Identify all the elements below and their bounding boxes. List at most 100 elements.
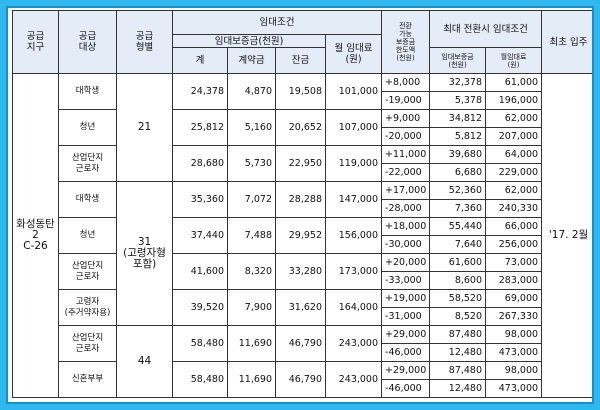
- conversion-deposit-cell: 7,640: [429, 235, 487, 254]
- conversion-limit-cell: -33,000: [381, 271, 431, 290]
- balance-cell: 33,280: [275, 253, 326, 290]
- deposit-total-cell: 58,480: [172, 325, 228, 362]
- conversion-rent-cell: 69,000: [485, 289, 543, 308]
- target-cell: 신혼부부: [58, 361, 117, 398]
- conversion-rent-cell: 62,000: [485, 181, 543, 200]
- balance-cell: 29,952: [275, 217, 326, 254]
- table-row: -31,000 8,520 267,330: [13, 307, 593, 326]
- balance-cell: 28,288: [275, 181, 326, 218]
- lease-terms-table: 공급 지구 공급 대상 공급 형별 임대조건 전환 가능 보증금 한도액 (천원…: [12, 10, 593, 398]
- down-payment-cell: 4,870: [227, 73, 276, 110]
- header-max-conversion: 최대 전환시 임대조건: [429, 10, 543, 48]
- conversion-deposit-cell: 55,440: [429, 217, 487, 236]
- conversion-limit-cell: -46,000: [381, 379, 431, 398]
- conversion-limit-cell: +29,000: [381, 325, 431, 344]
- balance-cell: 19,508: [275, 73, 326, 110]
- type-cell: 21: [116, 73, 173, 182]
- conversion-rent-cell: 98,000: [485, 361, 543, 380]
- down-payment-cell: 7,072: [227, 181, 276, 218]
- conversion-limit-cell: -31,000: [381, 307, 431, 326]
- header-down-payment: 계약금: [227, 47, 276, 74]
- conversion-deposit-cell: 58,520: [429, 289, 487, 308]
- conversion-limit-cell: -20,000: [381, 127, 431, 146]
- conversion-deposit-cell: 6,680: [429, 163, 487, 182]
- conversion-rent-cell: 240,330: [485, 199, 543, 218]
- target-cell: 고령자 (주거약자용): [58, 289, 117, 326]
- deposit-total-cell: 28,680: [172, 145, 228, 182]
- table-row: 대학생 31 (고령자형 포함) 35,360 7,072 28,288 147,000 +…: [13, 181, 593, 326]
- down-payment-cell: 11,690: [227, 361, 276, 398]
- deposit-total-cell: 24,378: [172, 73, 228, 110]
- down-payment-cell: 7,488: [227, 217, 276, 254]
- table-row: -28,000 7,360 240,330: [13, 199, 593, 218]
- table-row: 산업단지 근로자 28,680 5,730 22,950 119,000 +11,000 3…: [13, 145, 593, 182]
- table-row: -46,000 12,480 473,000: [13, 379, 593, 398]
- conversion-rent-cell: 207,000: [485, 127, 543, 146]
- deposit-total-cell: 37,440: [172, 217, 228, 254]
- table-row: 신혼부부 58,480 11,690 46,790 243,000 +29,000 87,4…: [13, 361, 593, 398]
- conversion-deposit-cell: 34,812: [429, 109, 487, 128]
- monthly-rent-cell: 107,000: [324, 109, 383, 146]
- balance-cell: 20,652: [275, 109, 326, 146]
- conversion-rent-cell: 473,000: [485, 379, 543, 398]
- down-payment-cell: 5,160: [227, 109, 276, 146]
- monthly-rent-cell: 243,000: [324, 325, 383, 362]
- conversion-deposit-cell: 12,480: [429, 379, 487, 398]
- conversion-deposit-cell: 8,520: [429, 307, 487, 326]
- balance-cell: 22,950: [275, 145, 326, 182]
- conversion-limit-cell: +20,000: [381, 253, 431, 272]
- conversion-deposit-cell: 7,360: [429, 199, 487, 218]
- table-row: 고령자 (주거약자용) 39,520 7,900 31,620 164,000 +19,0…: [13, 289, 593, 326]
- balance-cell: 46,790: [275, 325, 326, 362]
- conversion-rent-cell: 229,000: [485, 163, 543, 182]
- target-cell: 산업단지 근로자: [58, 325, 117, 362]
- table-container: 공급 지구 공급 대상 공급 형별 임대조건 전환 가능 보증금 한도액 (천원…: [6, 6, 594, 404]
- down-payment-cell: 7,900: [227, 289, 276, 326]
- conversion-deposit-cell: 39,680: [429, 145, 487, 164]
- conversion-deposit-cell: 87,480: [429, 325, 487, 344]
- conversion-rent-cell: 283,000: [485, 271, 543, 290]
- conversion-limit-cell: +17,000: [381, 181, 431, 200]
- monthly-rent-cell: 164,000: [324, 289, 383, 326]
- conversion-limit-cell: +29,000: [381, 361, 431, 380]
- header-convertible: 전환 가능 보증금 한도액 (천원): [381, 10, 431, 74]
- deposit-total-cell: 39,520: [172, 289, 228, 326]
- monthly-rent-cell: 156,000: [324, 217, 383, 254]
- down-payment-cell: 8,320: [227, 253, 276, 290]
- target-cell: 산업단지 근로자: [58, 145, 117, 182]
- table-row: -33,000 8,600 283,000: [13, 271, 593, 290]
- conversion-rent-cell: 196,000: [485, 91, 543, 110]
- conversion-deposit-cell: 8,600: [429, 271, 487, 290]
- conversion-limit-cell: +8,000: [381, 73, 431, 92]
- header-lease-terms: 임대조건: [171, 10, 383, 35]
- monthly-rent-cell: 119,000: [324, 145, 383, 182]
- deposit-total-cell: 35,360: [172, 181, 228, 218]
- conversion-deposit-cell: 12,480: [429, 343, 487, 362]
- table-row: 청년 25,812 5,160 20,652 107,000 +9,000 34,812 62…: [13, 109, 593, 146]
- conversion-deposit-cell: 32,378: [429, 73, 487, 92]
- conversion-rent-cell: 64,000: [485, 145, 543, 164]
- header-move-in: 최초 입주: [541, 10, 592, 74]
- conversion-limit-cell: -28,000: [381, 199, 431, 218]
- conversion-rent-cell: 98,000: [485, 325, 543, 344]
- header-balance: 잔금: [275, 47, 326, 74]
- conversion-limit-cell: +18,000: [381, 217, 431, 236]
- conversion-deposit-cell: 5,812: [429, 127, 487, 146]
- conversion-rent-cell: 66,000: [485, 217, 543, 236]
- header-conv-deposit: 임대보증금 (천원): [429, 47, 487, 74]
- monthly-rent-cell: 173,000: [324, 253, 383, 290]
- header-total: 계: [172, 47, 228, 74]
- deposit-total-cell: 58,480: [172, 361, 228, 398]
- monthly-rent-cell: 147,000: [324, 181, 383, 218]
- conversion-rent-cell: 473,000: [485, 343, 543, 362]
- type-cell: 44: [116, 325, 173, 398]
- target-cell: 청년: [58, 217, 117, 254]
- type-cell: 31 (고령자형 포함): [116, 181, 173, 326]
- target-cell: 산업단지 근로자: [58, 253, 117, 290]
- conversion-limit-cell: +19,000: [381, 289, 431, 308]
- header-deposit: 임대보증금(천원): [172, 34, 326, 48]
- conversion-limit-cell: -30,000: [381, 235, 431, 254]
- table-row: 화성동탄2 C-26 대학생 21 24,378 4,870 19,508 101,000 +…: [12, 73, 592, 398]
- conversion-limit-cell: -19,000: [381, 91, 431, 110]
